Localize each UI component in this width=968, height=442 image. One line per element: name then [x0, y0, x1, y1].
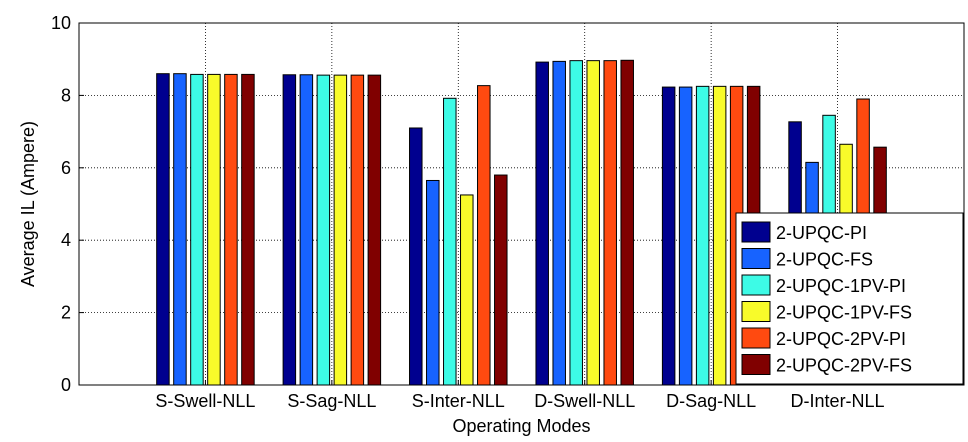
bar [712, 85, 727, 386]
y-tick-label: 2 [61, 303, 71, 323]
x-tick-label: S-Sag-NLL [287, 391, 376, 411]
legend-box [735, 212, 964, 385]
x-axis-label: Operating Modes [452, 416, 590, 436]
bar [350, 74, 365, 386]
bar [460, 194, 474, 386]
bar [535, 61, 549, 386]
y-tick-label: 10 [51, 13, 71, 33]
legend: 2-UPQC-PI 2-UPQC-FS 2-UPQC-1PV-PI 2-UPQC-1P… [735, 212, 964, 385]
legend-swatch [741, 248, 771, 269]
legend-swatch [741, 301, 771, 322]
legend-label: 2-UPQC-1PV-PI [776, 276, 906, 296]
x-tick-label: D-Inter-NLL [791, 391, 885, 411]
bar [156, 73, 170, 386]
bar [586, 60, 600, 386]
bar [603, 60, 617, 386]
bar [316, 74, 331, 386]
legend-label: 2-UPQC-PI [776, 223, 867, 243]
bar [299, 74, 314, 386]
x-tick-label: D-Sag-NLL [666, 391, 756, 411]
bar [661, 86, 676, 386]
y-tick-label: 6 [61, 158, 71, 178]
bar [367, 74, 382, 386]
bar [620, 59, 634, 386]
legend-label: 2-UPQC-FS [776, 250, 873, 270]
bar [695, 85, 710, 386]
legend-label: 2-UPQC-2PV-PI [776, 329, 906, 349]
bar [207, 73, 221, 386]
bar [426, 179, 440, 386]
legend-swatch [741, 274, 771, 296]
x-tick-label: D-Swell-NLL [534, 391, 635, 411]
x-tick-label: S-Inter-NLL [412, 391, 505, 411]
legend-swatch [741, 221, 771, 243]
bar [569, 60, 583, 386]
plot-frame [78, 22, 965, 386]
bar [224, 73, 238, 386]
bar [494, 174, 508, 386]
bar [173, 73, 187, 386]
legend-swatch [741, 354, 771, 375]
bar [552, 60, 566, 386]
bar [409, 127, 423, 386]
y-tick-label: 4 [61, 230, 71, 250]
y-tick-label: 0 [61, 375, 71, 395]
legend-label: 2-UPQC-1PV-FS [776, 303, 912, 323]
legend-label: 2-UPQC-2PV-FS [776, 356, 912, 376]
bar [477, 85, 491, 386]
y-tick-label: 8 [61, 85, 71, 105]
bar [190, 73, 204, 386]
bar [241, 73, 255, 386]
bar [333, 74, 348, 386]
bar [443, 97, 457, 386]
bar [282, 74, 297, 386]
x-tick-label: S-Swell-NLL [155, 391, 255, 411]
bar [678, 86, 693, 386]
legend-swatch [741, 327, 771, 349]
y-axis-label: Average IL (Ampere) [18, 121, 38, 287]
